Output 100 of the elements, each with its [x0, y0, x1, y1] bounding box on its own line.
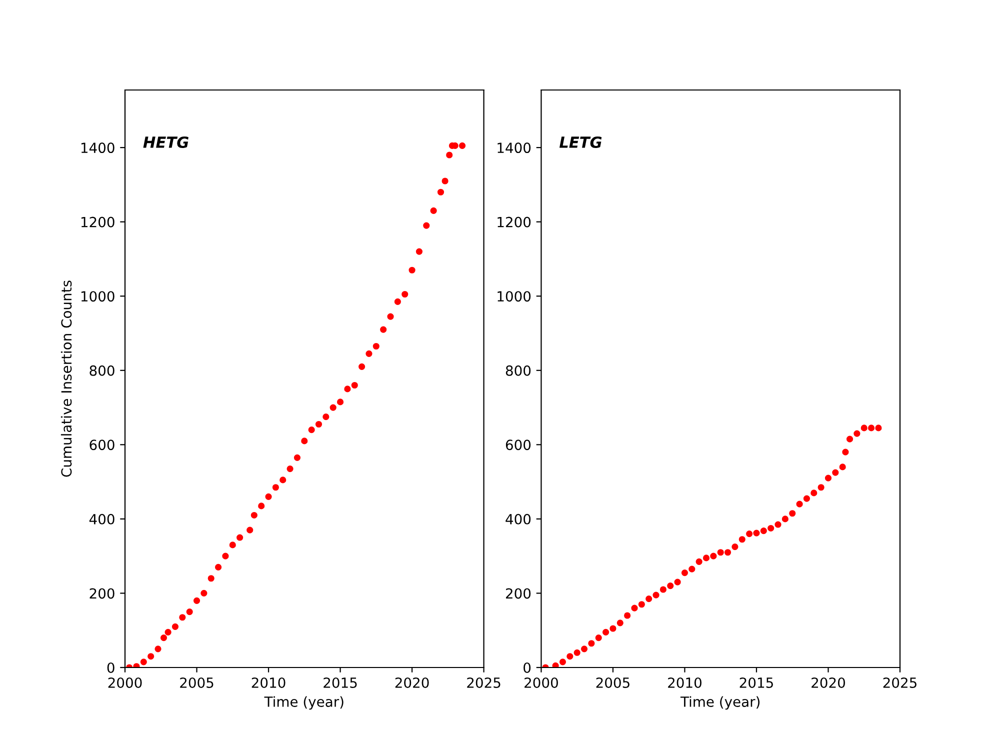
point [258, 502, 265, 510]
point [588, 640, 595, 647]
point [638, 601, 645, 608]
y-tick-label: 600 [90, 440, 114, 450]
point [280, 476, 286, 484]
x-tick-label: 2010 [668, 677, 702, 688]
point [559, 658, 566, 666]
point [796, 500, 803, 508]
point [696, 558, 702, 565]
point [380, 326, 387, 333]
point [236, 534, 244, 541]
point [552, 662, 559, 668]
point [688, 566, 696, 572]
point [875, 424, 882, 432]
y-tick-label: 1400 [498, 142, 531, 154]
y-tick-label: 1200 [498, 216, 531, 228]
point [301, 438, 308, 444]
point [154, 646, 162, 652]
point [366, 350, 372, 357]
x-tick-label: 2000 [524, 677, 558, 688]
point [351, 382, 358, 389]
point [660, 586, 666, 593]
y-axis-title: Cumulative Insertion Counts [60, 280, 72, 477]
point [265, 493, 272, 500]
point [336, 398, 344, 406]
point [768, 524, 774, 532]
point [789, 510, 796, 517]
point [624, 612, 631, 619]
x-tick-label: 2020 [812, 677, 845, 688]
point [824, 474, 832, 482]
point [782, 516, 788, 522]
y-tick-label: 1400 [81, 142, 114, 154]
point [160, 634, 168, 642]
point [250, 512, 258, 519]
point [172, 623, 179, 630]
point [186, 608, 193, 616]
point [566, 653, 574, 660]
point [164, 628, 172, 636]
point [179, 614, 186, 621]
point [832, 469, 839, 476]
point [732, 544, 738, 550]
y-tick-label: 400 [89, 514, 114, 524]
point [272, 484, 279, 491]
point [646, 596, 652, 602]
y-tick-label: 0 [524, 662, 531, 673]
point [580, 646, 588, 652]
y-tick-label: 1000 [498, 291, 531, 302]
y-tick-label: 800 [506, 365, 531, 376]
point [458, 142, 466, 149]
point [738, 536, 746, 543]
x-tick-label: 2025 [467, 677, 500, 688]
point [442, 178, 448, 184]
x-tick-label: 2010 [252, 677, 286, 688]
point [394, 298, 401, 305]
point [246, 526, 254, 534]
point [667, 582, 674, 590]
y-tick-label: 400 [506, 514, 531, 524]
x-tick-label: 2015 [324, 677, 357, 688]
point [724, 549, 732, 556]
x-tick-label: 2005 [596, 677, 630, 688]
point [610, 625, 616, 632]
point [810, 490, 818, 496]
point [746, 530, 753, 538]
y-tick-label: 600 [506, 440, 531, 450]
x-tick-label: 2020 [395, 677, 429, 688]
point [286, 466, 294, 472]
point [372, 342, 380, 350]
point [631, 604, 638, 612]
x-tick-label: 2005 [180, 677, 214, 688]
point [702, 554, 710, 562]
point [616, 620, 624, 626]
y-tick-label: 800 [90, 365, 114, 376]
point [208, 575, 214, 582]
y-tick-label: 200 [506, 588, 531, 599]
annotation: HETG [143, 136, 188, 148]
point [423, 222, 430, 229]
point [330, 404, 336, 411]
point [358, 363, 366, 370]
y-tick-label: 1000 [81, 291, 114, 302]
annotation: LETG [559, 136, 602, 148]
point [652, 592, 660, 598]
point [839, 464, 846, 470]
point [193, 597, 200, 604]
point [308, 426, 315, 434]
point [710, 552, 717, 560]
point [344, 386, 351, 392]
point [803, 495, 810, 502]
point [774, 521, 782, 528]
point [315, 420, 322, 428]
point [294, 454, 301, 461]
point [387, 313, 394, 320]
point [818, 484, 824, 491]
point [760, 528, 767, 534]
x-tick-label: 2015 [740, 677, 773, 688]
point [574, 649, 580, 656]
x-axis-title: Time (year) [680, 696, 760, 710]
point [322, 414, 330, 420]
x-tick-label: 2025 [883, 677, 916, 688]
point [446, 152, 453, 158]
point [437, 188, 444, 196]
